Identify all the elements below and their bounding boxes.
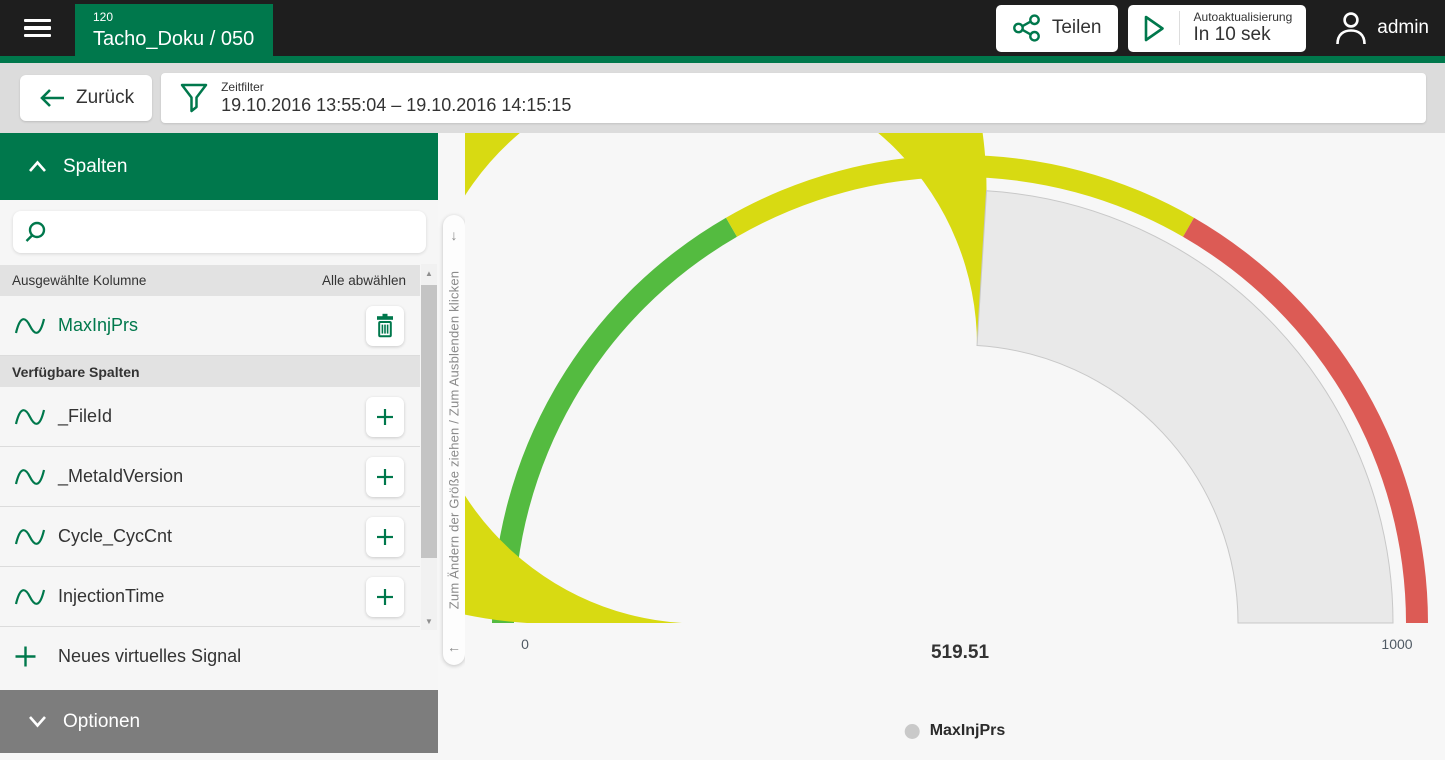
sine-wave-icon	[14, 408, 46, 425]
time-filter-value: 19.10.2016 13:55:04 – 19.10.2016 14:15:1…	[221, 94, 572, 115]
top-bar: 120 Tacho_Doku / 050 Teilen Autoaktualis…	[0, 0, 1445, 63]
gauge-max-label: 1000	[1381, 636, 1412, 652]
autorefresh-title: Autoaktualisierung	[1193, 10, 1293, 24]
available-signal-row: InjectionTime	[0, 567, 420, 627]
selected-columns-band: Ausgewählte Kolumne Alle abwählen	[0, 265, 420, 296]
plus-icon	[377, 588, 393, 605]
legend-item[interactable]: MaxInjPrs	[904, 722, 1006, 740]
gauge-value-label: 519.51	[931, 642, 990, 663]
available-signal-row: Cycle_CycCnt	[0, 507, 420, 567]
selected-signal-row: MaxInjPrs	[0, 296, 420, 356]
arrow-left-icon: ←	[447, 639, 461, 655]
spalten-header-label: Spalten	[63, 155, 128, 177]
trash-icon	[377, 313, 393, 337]
signal-label: _FileId	[58, 406, 113, 426]
available-columns-title: Verfügbare Spalten	[12, 363, 140, 380]
add-signal-button[interactable]	[366, 456, 404, 497]
autorefresh-button[interactable]: Autoaktualisierung In 10 sek	[1127, 4, 1307, 52]
gauge-chart-panel: 0 1000 519.51 MaxInjPrs	[465, 133, 1445, 753]
scroll-up-arrow-icon[interactable]: ▲	[425, 268, 433, 278]
share-button-label: Teilen	[1051, 17, 1102, 38]
plus-icon	[377, 468, 393, 485]
share-icon	[1012, 14, 1040, 42]
search-box	[13, 211, 426, 253]
signal-label: _MetaIdVersion	[58, 466, 184, 486]
gauge-min-label: 0	[521, 636, 529, 652]
user-icon	[1336, 11, 1367, 44]
add-signal-button[interactable]	[366, 576, 404, 617]
columns-sidebar: Spalten Ausgewählte Kolumne Alle abwähle…	[0, 133, 438, 753]
legend-label: MaxInjPrs	[929, 722, 1006, 739]
search-input[interactable]	[57, 223, 426, 241]
plus-icon	[15, 646, 36, 667]
chevron-up-icon	[29, 160, 46, 172]
sidebar-scrollbar[interactable]: ▲ ▼	[421, 264, 437, 630]
time-filter-label: Zeitfilter	[221, 79, 264, 94]
sine-wave-icon	[14, 317, 46, 334]
tab-title: Tacho_Doku / 050	[93, 28, 255, 50]
optionen-section-header[interactable]: Optionen	[0, 690, 438, 753]
username-label: admin	[1377, 17, 1429, 38]
chevron-down-icon	[29, 716, 46, 728]
play-icon	[1144, 15, 1164, 41]
divider	[1178, 11, 1180, 45]
autorefresh-status: In 10 sek	[1193, 24, 1271, 45]
gauge-chart: 0 1000 519.51	[465, 133, 1428, 663]
plus-icon	[377, 408, 393, 425]
add-signal-button[interactable]	[366, 516, 404, 557]
tab-number: 120	[93, 10, 114, 24]
search-icon	[25, 221, 46, 242]
add-signal-button[interactable]	[366, 396, 404, 437]
arrow-down-icon: ↓	[450, 227, 458, 243]
time-filter-bar[interactable]: Zeitfilter 19.10.2016 13:55:04 – 19.10.2…	[161, 73, 1426, 123]
dashboard-tab[interactable]: 120 Tacho_Doku / 050	[75, 4, 274, 56]
new-virtual-signal-label: Neues virtuelles Signal	[58, 646, 242, 666]
scrollbar-thumb[interactable]	[421, 285, 437, 558]
selected-columns-title: Ausgewählte Kolumne	[12, 273, 147, 288]
back-button[interactable]: Zurück	[20, 75, 153, 121]
plus-icon	[377, 528, 393, 545]
remove-signal-button[interactable]	[366, 305, 404, 346]
optionen-header-label: Optionen	[63, 710, 141, 732]
spalten-section-header[interactable]: Spalten	[0, 133, 438, 200]
new-virtual-signal-button[interactable]: Neues virtuelles Signal	[0, 627, 420, 686]
sine-wave-icon	[14, 588, 46, 605]
filter-funnel-icon	[180, 83, 208, 113]
hamburger-menu-button[interactable]	[0, 0, 75, 56]
available-signal-row: _MetaIdVersion	[0, 447, 420, 507]
filter-toolbar: Zurück Zeitfilter 19.10.2016 13:55:04 – …	[0, 63, 1445, 133]
user-menu[interactable]: admin	[1334, 10, 1429, 47]
sidebar-divider: ↓ Zum Ändern der Größe ziehen / Zum Ausb…	[438, 133, 465, 753]
signal-label: InjectionTime	[58, 586, 165, 606]
back-button-label: Zurück	[76, 87, 135, 108]
sine-wave-icon	[14, 528, 46, 545]
hamburger-icon	[24, 18, 51, 38]
share-button[interactable]: Teilen	[995, 4, 1118, 52]
sine-wave-icon	[14, 468, 46, 485]
legend-dot	[904, 723, 920, 739]
available-signal-row: _FileId	[0, 387, 420, 447]
available-columns-band: Verfügbare Spalten	[0, 356, 420, 387]
resize-handle-text: Zum Ändern der Größe ziehen / Zum Ausble…	[446, 270, 462, 610]
deselect-all-link[interactable]: Alle abwählen	[321, 273, 406, 288]
sidebar-resize-handle[interactable]: ↓ Zum Ändern der Größe ziehen / Zum Ausb…	[443, 215, 465, 665]
scroll-down-arrow-icon[interactable]: ▼	[425, 616, 433, 626]
arrow-left-icon	[40, 89, 64, 107]
signal-label: MaxInjPrs	[58, 315, 139, 335]
signal-label: Cycle_CycCnt	[58, 526, 173, 546]
